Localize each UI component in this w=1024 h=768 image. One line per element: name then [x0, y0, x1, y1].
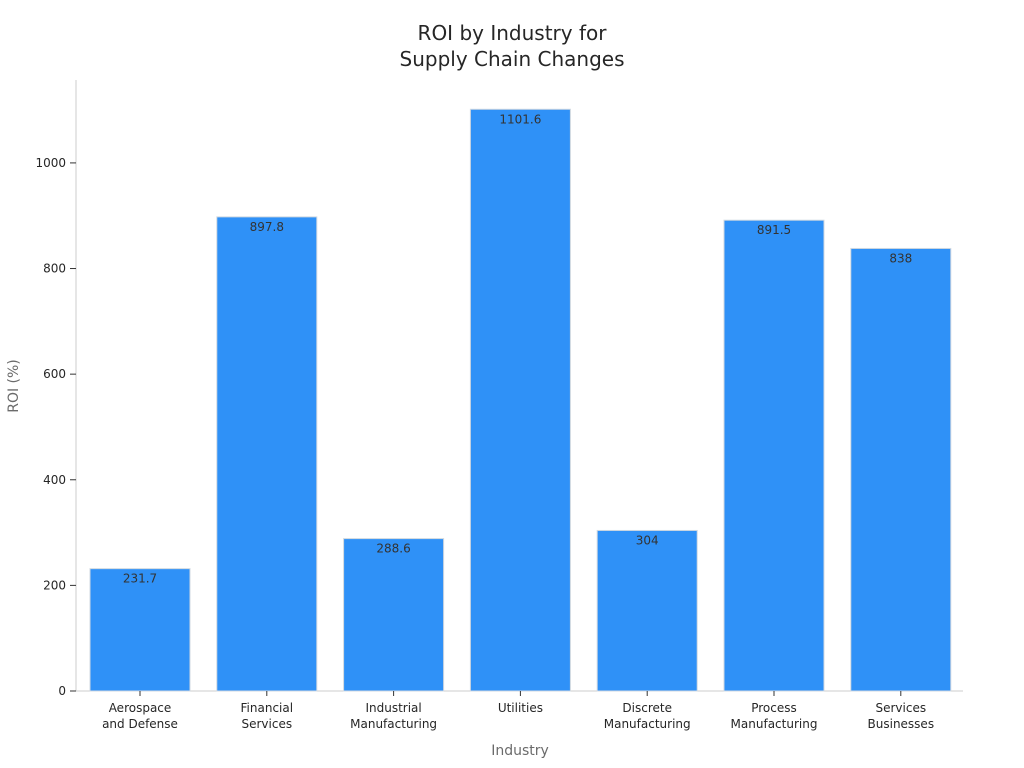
x-category-label: Process Manufacturing — [731, 701, 818, 731]
bar-value-label: 891.5 — [757, 223, 791, 237]
x-axis-category-labels: Aerospace and Defense Financial Services Ind… — [102, 691, 934, 731]
chart-title-line-2: Supply Chain Changes — [400, 47, 625, 71]
y-axis-label: ROI (%) — [6, 359, 22, 413]
x-category-label: Industrial Manufacturing — [350, 701, 437, 731]
x-category-label: Aerospace and Defense — [102, 701, 178, 731]
bar — [723, 219, 825, 692]
bar — [343, 538, 445, 692]
x-axis-label: Industry — [491, 743, 549, 759]
bar-value-label: 1101.6 — [499, 112, 541, 126]
bar — [216, 216, 318, 692]
bar — [469, 108, 571, 692]
bar-value-label: 304 — [636, 533, 659, 547]
y-tick-label: 0 — [58, 684, 66, 698]
y-tick-label: 800 — [43, 262, 66, 276]
bars — [89, 108, 952, 692]
bar — [850, 247, 952, 692]
bar-value-label: 897.8 — [250, 220, 284, 234]
y-tick-label: 600 — [43, 367, 66, 381]
y-tick-label: 400 — [43, 473, 66, 487]
bar-value-label: 838 — [889, 251, 912, 265]
x-category-label: Discrete Manufacturing — [604, 701, 691, 731]
x-category-label: Services Businesses — [868, 701, 935, 731]
bar — [596, 529, 698, 692]
x-category-label: Utilities — [498, 701, 543, 715]
bar-value-label: 231.7 — [123, 572, 157, 586]
bar — [89, 568, 191, 692]
chart-title-line-1: ROI by Industry for — [418, 21, 608, 45]
bar-value-label: 288.6 — [376, 542, 410, 556]
y-axis-ticks: 0 200 400 600 800 1000 — [35, 156, 76, 698]
y-tick-label: 1000 — [35, 156, 66, 170]
x-category-label: Financial Services — [241, 701, 294, 731]
y-tick-label: 200 — [43, 578, 66, 592]
data-labels: 231.7 897.8 288.6 1101.6 304 891.5 838 — [123, 112, 912, 585]
